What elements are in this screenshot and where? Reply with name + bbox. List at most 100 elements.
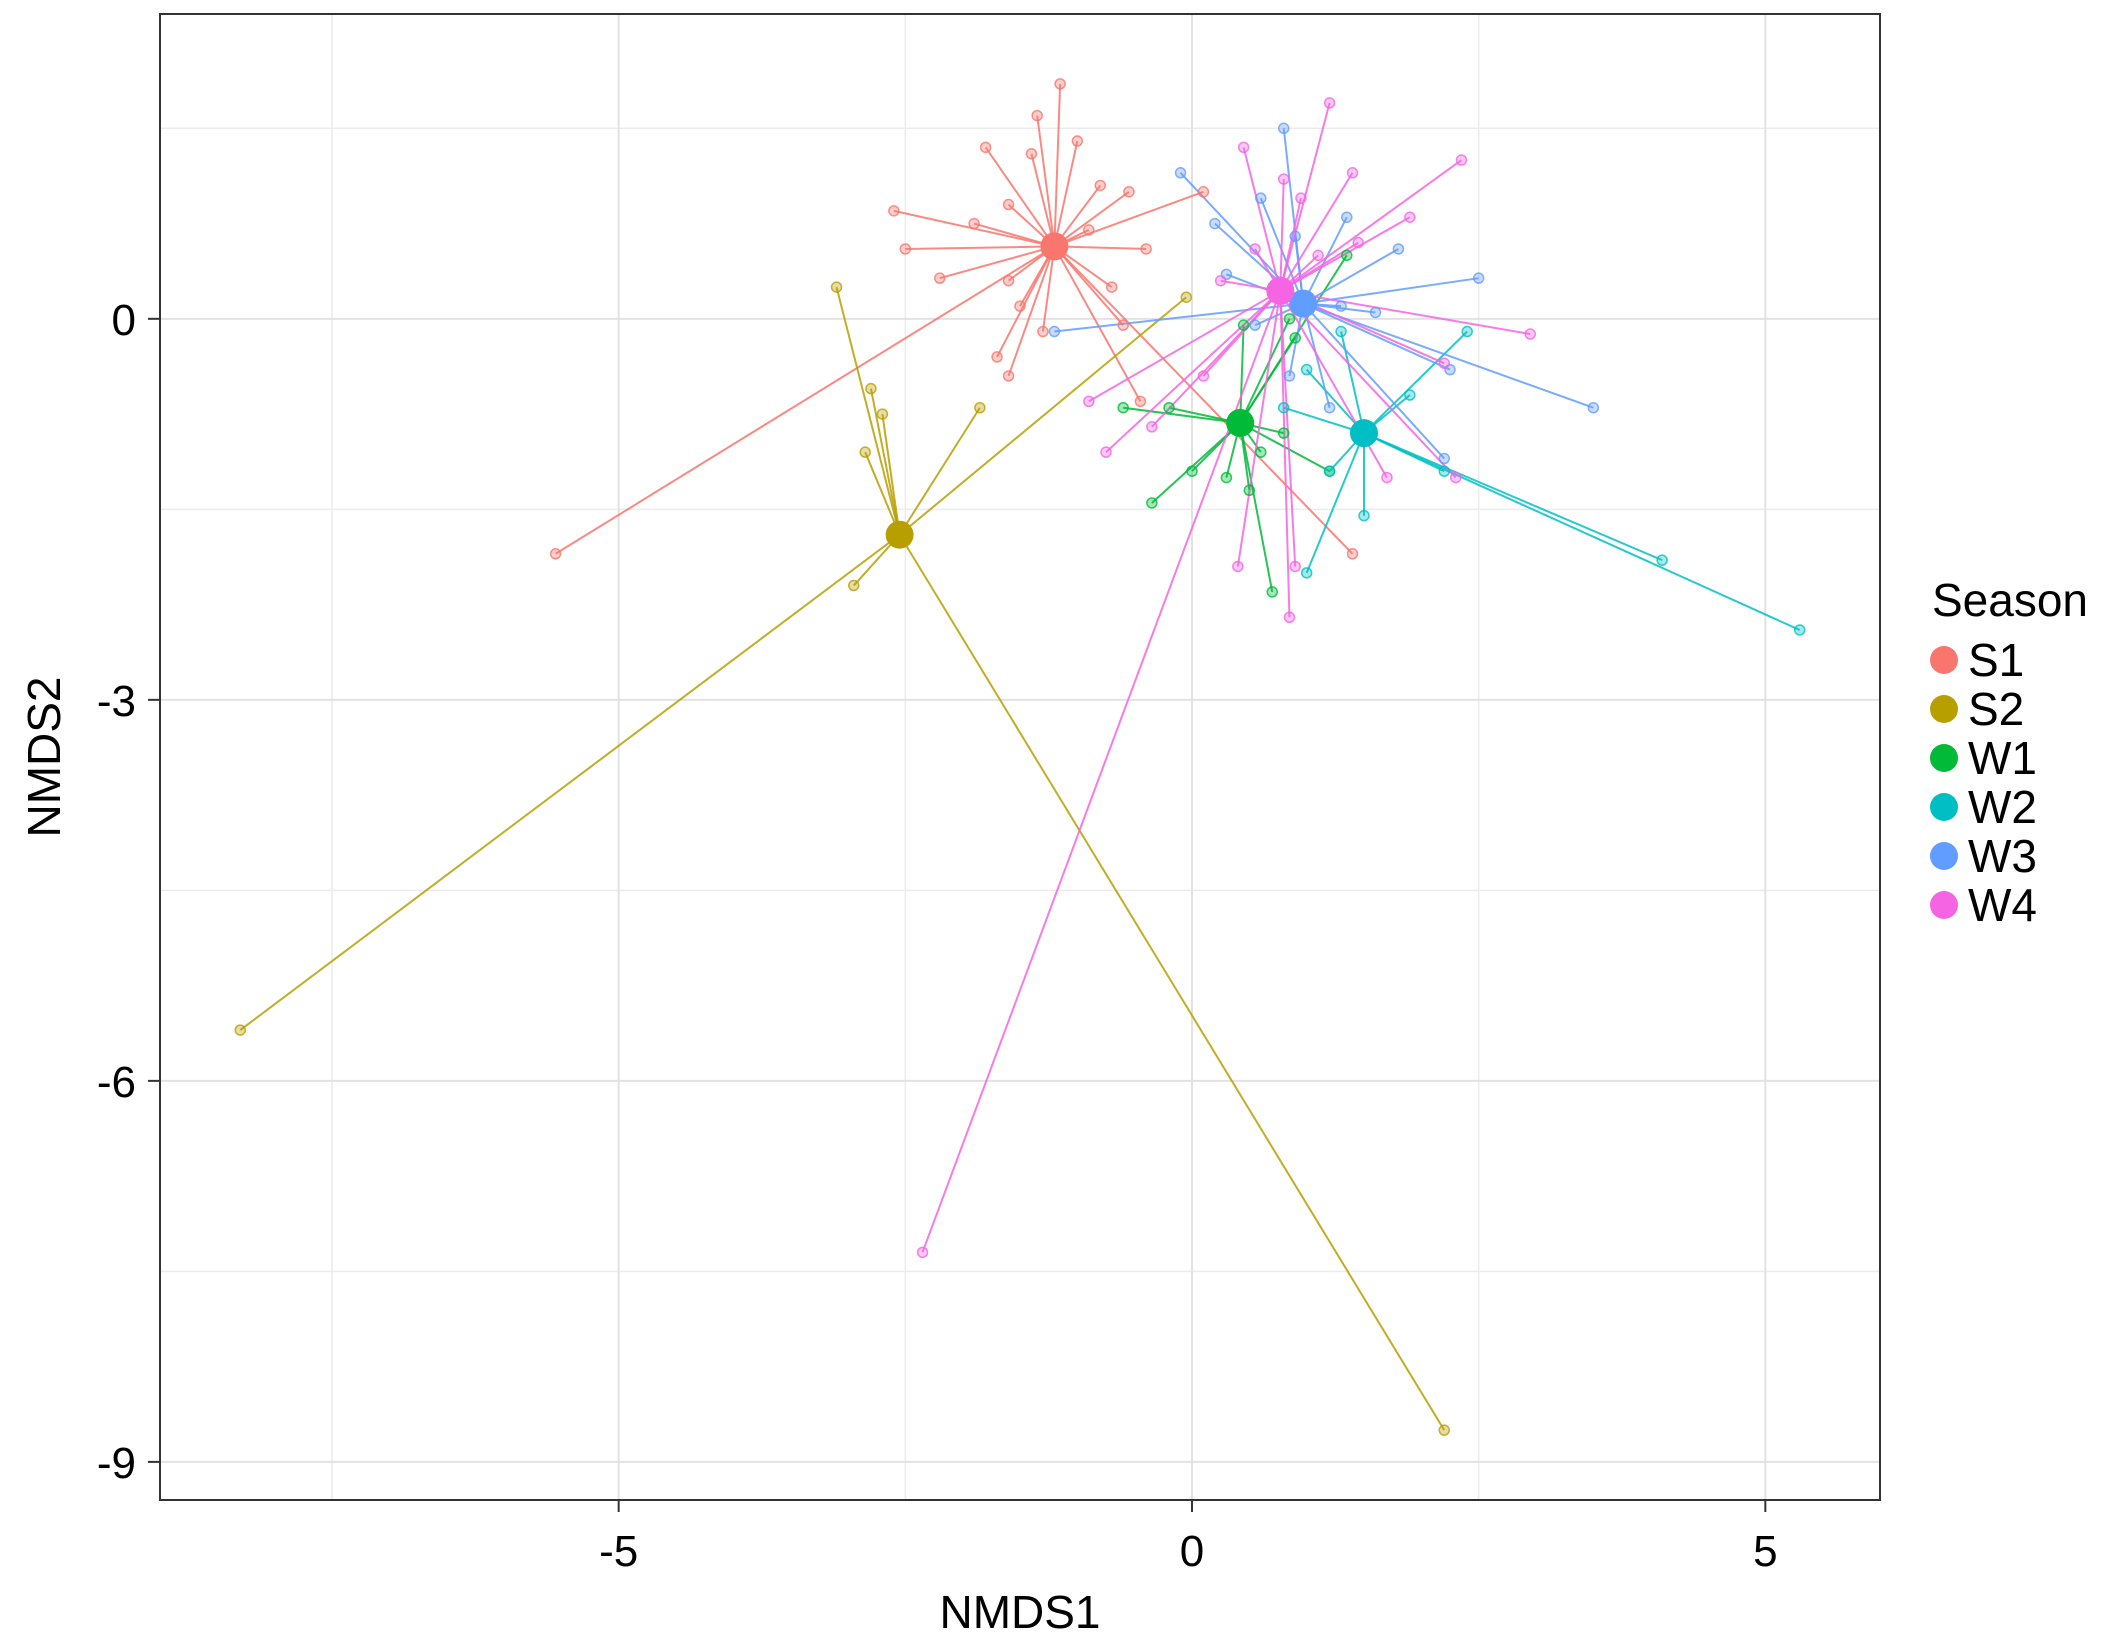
spider-line-w2 bbox=[1363, 432, 1663, 562]
data-point-s1 bbox=[1002, 274, 1015, 287]
data-point-w1 bbox=[1237, 319, 1250, 331]
spider-line-w2 bbox=[1363, 330, 1468, 434]
spider-line-s2 bbox=[881, 413, 901, 535]
spider-line-s1 bbox=[1030, 153, 1056, 247]
data-point-w1 bbox=[1117, 401, 1129, 414]
data-point-w4 bbox=[1232, 560, 1244, 573]
data-point-s1 bbox=[1014, 300, 1026, 312]
data-point-w3 bbox=[1335, 300, 1347, 312]
data-point-w4 bbox=[1323, 97, 1336, 109]
data-point-w4 bbox=[1197, 370, 1210, 382]
spider-line-w4 bbox=[1279, 102, 1331, 292]
data-point-w4 bbox=[1237, 141, 1250, 154]
sample-points bbox=[234, 78, 1806, 1436]
spider-line-s2 bbox=[898, 534, 1446, 1431]
spider-line-w4 bbox=[1279, 179, 1285, 291]
legend-key-w4 bbox=[1930, 891, 1958, 919]
spider-line-s1 bbox=[1053, 245, 1354, 555]
data-point-w3 bbox=[1174, 167, 1187, 179]
data-point-s1 bbox=[1037, 325, 1049, 338]
data-point-w3 bbox=[1048, 325, 1061, 338]
data-point-w3 bbox=[1472, 272, 1485, 284]
spider-line-s1 bbox=[1007, 246, 1056, 377]
centroid-point-w1 bbox=[1226, 408, 1255, 437]
spider-line-s1 bbox=[905, 245, 1055, 250]
data-point-w2 bbox=[1335, 325, 1347, 338]
data-point-s1 bbox=[1002, 370, 1015, 382]
data-point-s2 bbox=[865, 382, 877, 395]
spider-line-w2 bbox=[1283, 406, 1365, 435]
legend-label-w4: W4 bbox=[1968, 879, 2037, 931]
data-point-s1 bbox=[888, 205, 900, 217]
data-point-w3 bbox=[1255, 192, 1267, 204]
data-point-w4 bbox=[1449, 471, 1462, 484]
legend-key-s1 bbox=[1930, 646, 1958, 674]
data-point-w2 bbox=[1323, 465, 1336, 477]
spider-line-w2 bbox=[1305, 432, 1365, 574]
data-point-s2 bbox=[1438, 1424, 1451, 1436]
data-point-w4 bbox=[1438, 357, 1451, 370]
data-point-w3 bbox=[1341, 211, 1353, 223]
spider-line-w4 bbox=[1279, 290, 1457, 479]
data-point-w1 bbox=[1146, 497, 1158, 509]
spider-line-s2 bbox=[898, 407, 981, 536]
data-point-s1 bbox=[899, 243, 912, 255]
data-point-w2 bbox=[1277, 401, 1290, 414]
x-tick-label: 0 bbox=[1180, 1527, 1204, 1576]
data-point-w4 bbox=[1455, 154, 1468, 166]
centroid-point-w4 bbox=[1266, 276, 1295, 305]
data-point-w1 bbox=[1341, 249, 1353, 262]
data-point-w4 bbox=[1146, 421, 1158, 433]
x-axis-label: NMDS1 bbox=[939, 1586, 1100, 1638]
data-point-w4 bbox=[1249, 243, 1261, 255]
data-point-w2 bbox=[1461, 325, 1473, 338]
legend-label-s2: S2 bbox=[1968, 683, 2024, 735]
y-tick-label: 0 bbox=[112, 296, 136, 345]
data-point-w3 bbox=[1277, 122, 1290, 135]
spider-line-s1 bbox=[1053, 245, 1142, 402]
data-point-w4 bbox=[1381, 471, 1393, 484]
y-tick-label: -6 bbox=[97, 1058, 136, 1107]
data-point-w4 bbox=[1214, 274, 1227, 287]
spider-line-w3 bbox=[1302, 216, 1348, 305]
spider-line-w4 bbox=[1279, 197, 1302, 292]
data-point-w4 bbox=[1295, 192, 1307, 204]
data-point-w1 bbox=[1289, 332, 1301, 344]
data-point-s1 bbox=[549, 548, 562, 560]
legend-title: Season bbox=[1932, 574, 2088, 626]
data-point-s2 bbox=[847, 579, 860, 592]
spider-line-s1 bbox=[939, 245, 1055, 280]
spider-line-w4 bbox=[1279, 290, 1291, 618]
y-axis-label: NMDS2 bbox=[18, 676, 70, 837]
data-point-w1 bbox=[1186, 465, 1198, 477]
data-point-w2 bbox=[1300, 363, 1313, 376]
y-tick-label: -9 bbox=[97, 1439, 136, 1488]
data-point-w3 bbox=[1209, 217, 1221, 230]
data-point-s1 bbox=[1094, 179, 1107, 192]
data-point-s2 bbox=[859, 446, 871, 458]
data-point-s1 bbox=[1140, 243, 1152, 255]
data-point-w4 bbox=[1100, 446, 1112, 458]
spider-line-s1 bbox=[996, 245, 1056, 358]
data-point-w2 bbox=[1300, 567, 1313, 579]
centroid-point-s1 bbox=[1040, 232, 1069, 261]
data-point-w3 bbox=[1283, 370, 1296, 382]
data-point-w2 bbox=[1358, 509, 1370, 522]
spider-line-w4 bbox=[1279, 290, 1297, 567]
legend-key-s2 bbox=[1930, 695, 1958, 723]
spider-line-w1 bbox=[1239, 337, 1297, 424]
data-point-s1 bbox=[1002, 198, 1015, 211]
x-tick-label: 5 bbox=[1753, 1527, 1777, 1576]
spider-line-s2 bbox=[835, 286, 901, 535]
plot-panel-border bbox=[159, 13, 1881, 1501]
spider-line-w4 bbox=[1280, 289, 1531, 336]
spider-line-w4 bbox=[1279, 159, 1463, 292]
data-point-w1 bbox=[1255, 446, 1267, 458]
y-axis-ticks: 0 -3 -6 -9 bbox=[97, 296, 160, 1488]
data-point-s1 bbox=[1197, 186, 1210, 198]
data-point-w4 bbox=[1524, 328, 1537, 340]
data-point-s1 bbox=[1071, 135, 1084, 147]
legend-key-w3 bbox=[1930, 842, 1958, 870]
